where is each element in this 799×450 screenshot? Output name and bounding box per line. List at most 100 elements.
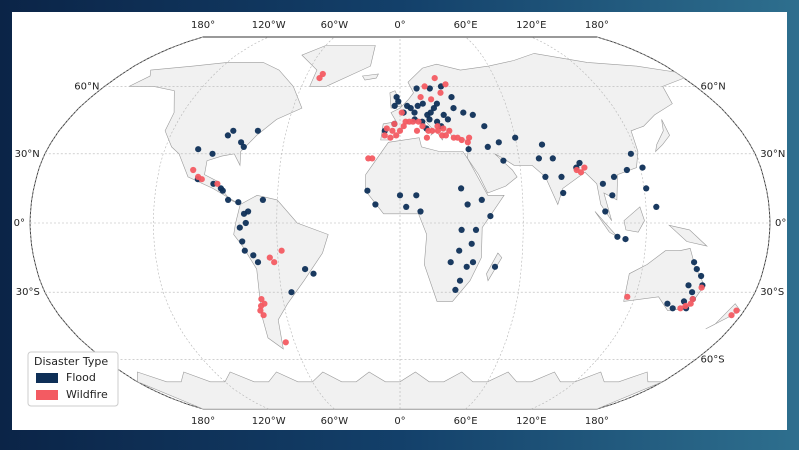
disaster-point — [458, 185, 465, 192]
disaster-point — [393, 132, 400, 139]
legend-label: Flood — [66, 371, 96, 384]
disaster-point — [469, 259, 477, 266]
disaster-point — [426, 116, 433, 123]
legend-swatch — [36, 373, 58, 383]
disaster-point — [433, 100, 440, 107]
disaster-point — [687, 300, 694, 307]
disaster-point — [464, 201, 471, 208]
disaster-point — [240, 143, 247, 150]
disaster-point — [372, 201, 379, 208]
lat-label-right: 30°N — [760, 149, 785, 160]
disaster-point — [609, 192, 616, 199]
disaster-point — [417, 208, 424, 215]
lat-label-left: 30°N — [15, 149, 40, 160]
disaster-point — [431, 75, 438, 82]
disaster-point — [460, 109, 467, 116]
land — [365, 137, 505, 302]
disaster-point — [481, 123, 488, 130]
lat-label-left: 0° — [14, 218, 25, 229]
disaster-point — [413, 192, 420, 199]
disaster-point — [447, 259, 454, 266]
disaster-point — [624, 293, 631, 300]
disaster-point — [266, 254, 273, 261]
disaster-point — [487, 213, 494, 220]
disaster-point — [669, 305, 676, 312]
disaster-point — [411, 109, 418, 116]
disaster-point — [319, 70, 326, 78]
disaster-point — [627, 150, 635, 157]
disaster-point — [259, 196, 266, 203]
disaster-point — [602, 208, 609, 215]
disaster-point — [560, 189, 567, 197]
disaster-point — [456, 247, 463, 254]
disaster-point — [542, 173, 549, 180]
lat-label-left: 60°N — [74, 81, 99, 92]
disaster-point — [415, 118, 422, 125]
disaster-point — [698, 284, 705, 291]
disaster-point — [391, 120, 398, 127]
disaster-point — [369, 155, 376, 162]
lon-label-top: 60°E — [454, 20, 478, 31]
disaster-point — [419, 100, 426, 107]
disaster-point — [728, 312, 735, 319]
lon-label-bottom: 120°W — [252, 416, 286, 427]
lat-label-right: 0° — [775, 218, 786, 229]
disaster-point — [257, 307, 264, 314]
disaster-point — [458, 226, 465, 233]
disaster-point — [463, 263, 470, 270]
disaster-point — [413, 85, 420, 92]
disaster-point — [209, 150, 216, 157]
disaster-point — [434, 123, 441, 130]
disaster-point — [238, 139, 245, 146]
disaster-point — [446, 127, 453, 134]
disaster-point — [558, 173, 565, 180]
disaster-point — [469, 111, 476, 118]
legend-label: Wildfire — [66, 388, 108, 401]
disaster-point — [413, 127, 421, 134]
disaster-point — [599, 180, 607, 187]
disaster-point — [245, 208, 252, 215]
disaster-point — [465, 146, 472, 153]
lat-label-right: 60°N — [701, 81, 726, 92]
disaster-point — [429, 127, 436, 134]
disaster-point — [271, 259, 278, 266]
disaster-point — [576, 159, 583, 167]
disaster-point — [698, 272, 705, 280]
disaster-point — [437, 89, 444, 96]
disaster-point — [643, 185, 650, 192]
disaster-point — [409, 118, 417, 125]
disaster-point — [282, 339, 289, 346]
disaster-point — [190, 166, 197, 174]
disaster-point — [691, 259, 698, 266]
disaster-point — [427, 109, 434, 116]
disaster-point — [288, 289, 295, 296]
disaster-point — [364, 187, 371, 194]
disaster-point — [581, 164, 588, 171]
disaster-point — [478, 196, 485, 203]
disaster-point — [236, 224, 243, 231]
land — [362, 73, 379, 81]
disaster-point — [448, 94, 455, 101]
disaster-point — [512, 134, 519, 141]
disaster-point — [417, 94, 424, 101]
disaster-point — [230, 127, 237, 134]
lon-label-bottom: 180° — [191, 416, 215, 427]
meridian — [152, 36, 269, 410]
lat-label-left: 30°S — [16, 287, 40, 298]
disaster-point — [310, 270, 317, 277]
disaster-point — [677, 305, 684, 312]
lon-label-top: 120°E — [516, 20, 546, 31]
disaster-point — [444, 116, 451, 123]
disaster-point — [440, 111, 447, 118]
disaster-point — [239, 238, 246, 245]
disaster-point — [250, 252, 257, 259]
land — [705, 303, 741, 330]
disaster-point — [426, 85, 433, 92]
disaster-point — [389, 127, 396, 134]
disaster-point — [622, 236, 629, 243]
disaster-point — [653, 203, 660, 210]
disaster-point — [693, 266, 700, 273]
disaster-point — [198, 176, 205, 183]
disaster-point — [682, 302, 689, 310]
disaster-point — [491, 263, 499, 270]
